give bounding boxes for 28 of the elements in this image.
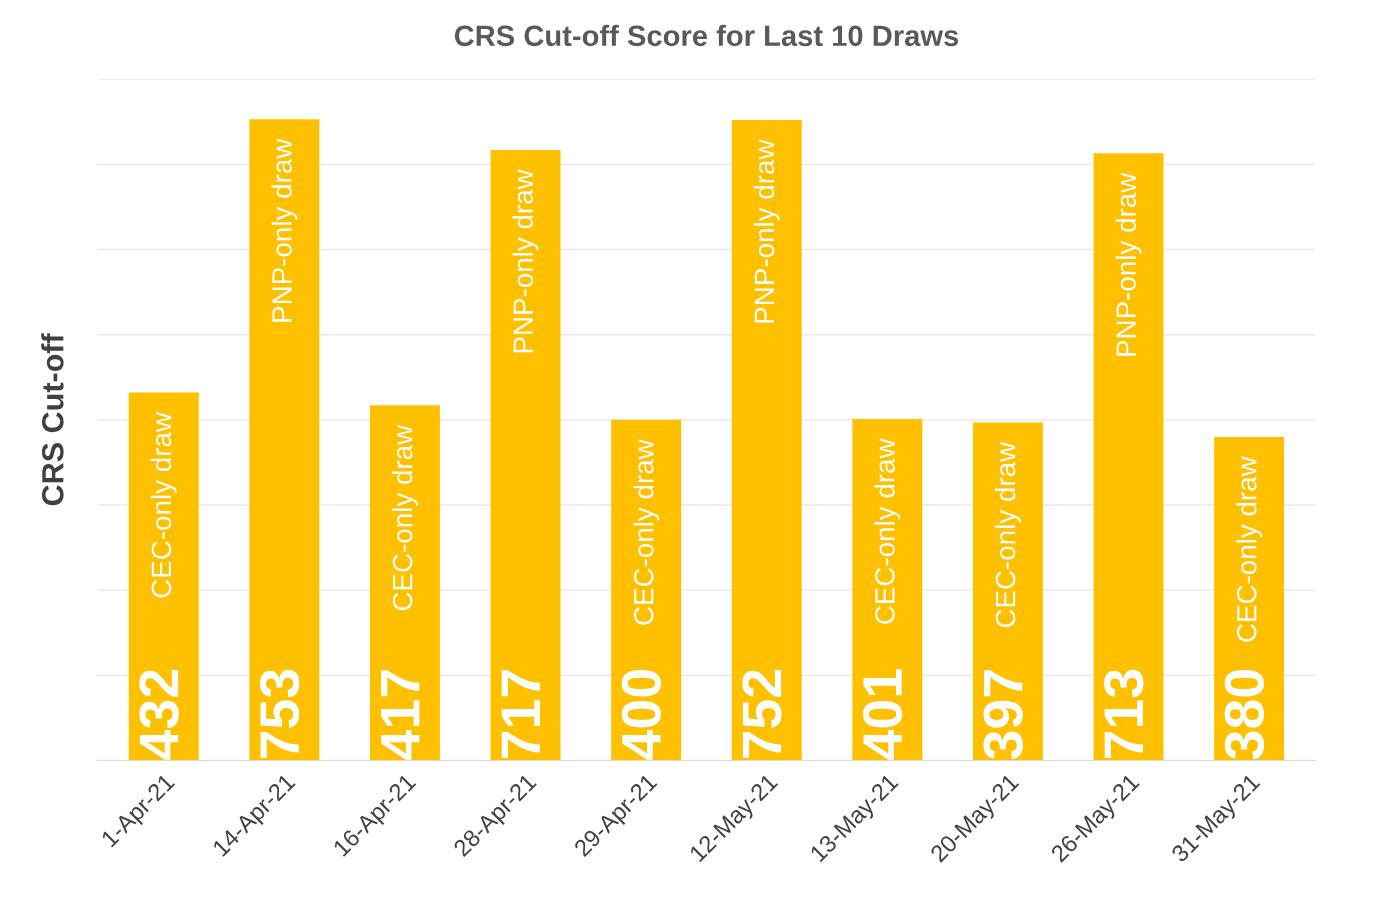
data-label: 752	[742, 670, 782, 759]
bar	[731, 120, 802, 761]
chart-title: CRS Cut-off Score for Last 10 Draws	[454, 24, 959, 47]
data-label: 401	[862, 669, 903, 760]
bar	[490, 149, 561, 761]
bar	[1093, 153, 1164, 761]
data-label: 432	[139, 670, 179, 760]
data-label: 400	[621, 670, 662, 760]
annotation: PNP-only draw	[1115, 172, 1142, 356]
data-label: 713	[1104, 669, 1144, 759]
annotation: CEC-only draw	[392, 424, 418, 611]
data-label: 380	[1224, 670, 1265, 760]
annotation: CEC-only draw	[150, 411, 177, 598]
bar	[369, 405, 440, 761]
annotation: PNP-only draw	[753, 139, 780, 323]
annotation: CEC-only draw	[1236, 456, 1263, 642]
annotation: CEC-only draw	[633, 439, 660, 625]
data-label: 417	[381, 670, 420, 760]
annotation: CEC-only draw	[994, 441, 1021, 628]
bar	[128, 392, 199, 761]
data-label: 397	[983, 670, 1023, 760]
annotation: PNP-only draw	[512, 169, 539, 353]
bar	[249, 119, 320, 761]
y-axis-title: CRS Cut-off	[41, 333, 64, 506]
data-label: 717	[501, 670, 540, 759]
annotation: PNP-only draw	[271, 138, 298, 322]
data-label: 753	[259, 669, 300, 759]
annotation: CEC-only draw	[874, 438, 901, 624]
